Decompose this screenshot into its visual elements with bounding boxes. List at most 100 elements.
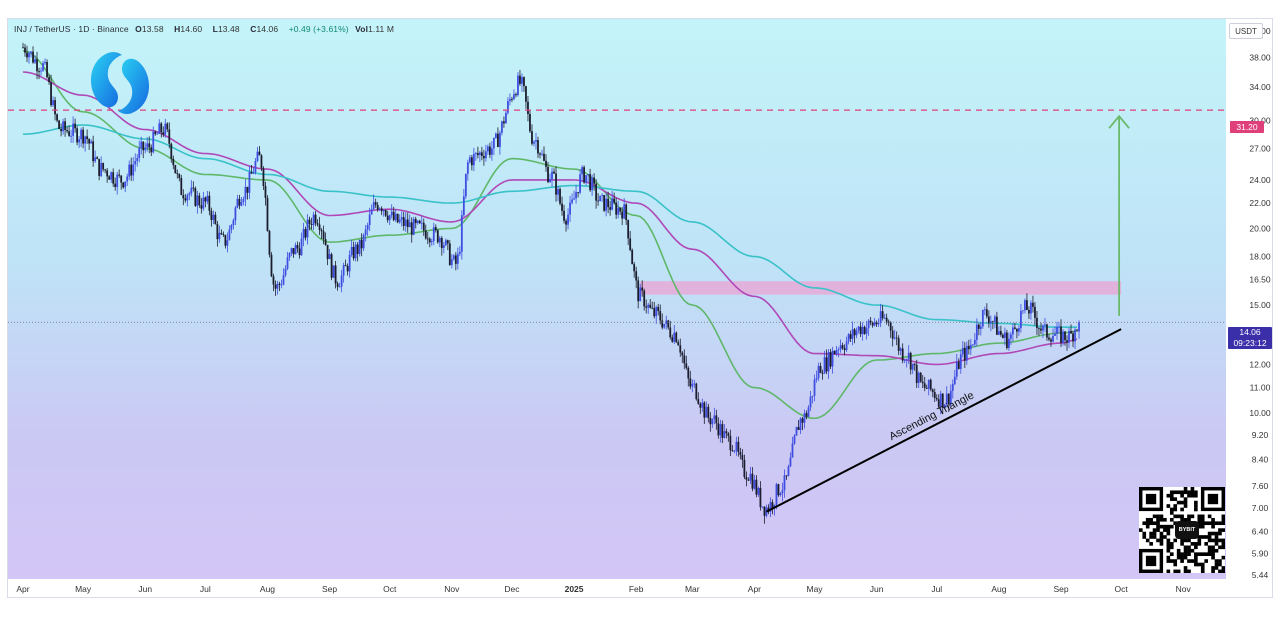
qr-module [1214, 548, 1219, 553]
candle-body [1040, 328, 1042, 331]
qr-module [1176, 500, 1181, 505]
candle-body [989, 321, 992, 324]
chart-plot-area[interactable] [8, 19, 1226, 579]
candle-body [541, 153, 543, 155]
candle-body [22, 47, 24, 49]
candle-body [382, 209, 385, 212]
qr-module [1180, 542, 1184, 546]
candle-body [324, 239, 327, 245]
candle-body [268, 231, 271, 255]
x-tick-label: Sep [322, 584, 337, 594]
candle-body [661, 320, 664, 328]
qr-module [1218, 545, 1222, 550]
y-tick-label: 15.00 [1249, 300, 1271, 310]
candle-body [336, 283, 339, 287]
qr-module [1139, 528, 1143, 532]
price-axis[interactable] [1226, 19, 1272, 597]
candle-body [34, 59, 36, 63]
qr-module [1214, 521, 1219, 526]
candle-body [96, 157, 99, 159]
candle-body [126, 176, 129, 182]
candle-body [184, 198, 187, 201]
candle-body [689, 378, 692, 387]
qr-module [1214, 562, 1219, 567]
qr-module [1176, 490, 1181, 495]
candle-body [833, 350, 836, 355]
candle-body [627, 220, 630, 239]
qr-module [1194, 552, 1198, 556]
candle-body [52, 100, 54, 106]
qr-module [1200, 569, 1205, 574]
qr-module [1159, 514, 1164, 519]
candle-body [296, 245, 299, 249]
candle-body [400, 217, 403, 220]
candle-body [697, 399, 700, 404]
candle-body [1064, 331, 1066, 341]
candle-body [468, 157, 471, 163]
qr-module [1221, 514, 1226, 519]
qr-module [1221, 521, 1226, 526]
qr-code-icon[interactable]: BYBIT [1139, 487, 1226, 574]
qr-module [1176, 514, 1181, 519]
candle-body [1003, 332, 1006, 338]
candle-body [491, 148, 493, 155]
candle-body [1014, 327, 1016, 329]
candle-body [68, 131, 70, 136]
candle-body [887, 321, 890, 323]
candle-body [420, 222, 423, 224]
qr-module [1183, 504, 1188, 508]
symbol-title[interactable]: INJ / TetherUS · 1D · Binance [14, 24, 129, 34]
candle-body [1042, 325, 1044, 331]
candle-body [168, 129, 171, 144]
candle-body [360, 239, 363, 249]
candle-body [218, 232, 221, 240]
qr-module [1200, 562, 1205, 567]
candle-body [745, 477, 748, 480]
candle-body [925, 387, 928, 389]
candle-body [356, 244, 359, 254]
qr-module [1166, 528, 1171, 532]
candle-body [482, 155, 485, 159]
qr-module [1221, 566, 1226, 570]
axis-unit-button[interactable]: USDT [1229, 23, 1263, 39]
qr-module [1166, 569, 1171, 574]
candle-body [539, 153, 541, 155]
candle-body [134, 160, 137, 165]
candle-body [549, 179, 551, 183]
candle-body [769, 502, 772, 512]
candle-body [587, 174, 589, 176]
qr-module [1190, 542, 1195, 546]
qr-module [1156, 538, 1160, 543]
candle-body [945, 393, 948, 405]
candle-body [384, 209, 387, 216]
candle-body [108, 176, 111, 180]
qr-module [1194, 490, 1198, 495]
candle-body [829, 352, 832, 367]
candle-body [114, 183, 117, 188]
candle-body [973, 339, 976, 345]
candle-body [633, 264, 636, 272]
candle-body [258, 151, 261, 156]
candle-body [322, 231, 325, 240]
qr-module [1194, 542, 1198, 546]
qr-module [1187, 538, 1191, 543]
candle-body [607, 198, 610, 208]
ohlc-open: O13.58 [135, 24, 164, 34]
candle-body [499, 132, 501, 147]
y-tick-label: 20.00 [1249, 223, 1271, 233]
candle-body [719, 424, 722, 436]
qr-finder-core [1145, 555, 1157, 567]
qr-module [1221, 569, 1226, 574]
time-axis[interactable] [8, 579, 1226, 597]
qr-module [1176, 569, 1181, 574]
candle-body [276, 283, 279, 289]
candle-body [631, 250, 634, 265]
candle-body [42, 63, 44, 71]
qr-module [1197, 535, 1202, 539]
candle-body [120, 175, 123, 183]
candle-body [358, 239, 361, 254]
candle-body [394, 213, 397, 221]
candle-body [673, 332, 676, 342]
candle-body [711, 419, 714, 425]
candle-body [402, 217, 405, 226]
